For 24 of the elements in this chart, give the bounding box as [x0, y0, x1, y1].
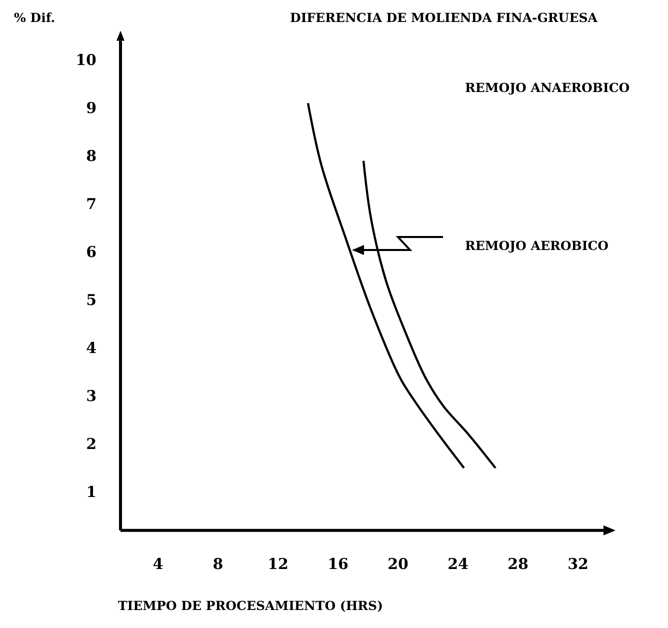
- annotation: REMOJO ANAEROBICO: [465, 80, 630, 95]
- x-tick-label: 16: [328, 555, 348, 574]
- y-tick-label: 3: [86, 386, 96, 405]
- x-tick-label: 28: [508, 555, 528, 574]
- line-series: [306, 102, 466, 470]
- x-tick-label: 4: [152, 555, 164, 574]
- y-tick-label: 7: [86, 194, 96, 213]
- x-tick-label: 12: [268, 555, 288, 574]
- y-tick-label: 2: [86, 434, 96, 453]
- y-tick-label: 1: [86, 482, 96, 501]
- y-tick-label: 6: [86, 242, 96, 261]
- y-tick-label: 4: [86, 338, 96, 357]
- y-axis-title: % Dif.: [14, 10, 56, 25]
- x-axis-title: TIEMPO DE PROCESAMIENTO (HRS): [118, 598, 383, 613]
- y-tick-label: 9: [86, 98, 96, 117]
- y-tick-label: 5: [86, 290, 96, 309]
- x-tick-label: 24: [448, 555, 468, 574]
- annotation: REMOJO AEROBICO: [465, 238, 609, 253]
- x-tick-label: 8: [212, 555, 224, 574]
- y-tick-label: 8: [86, 146, 96, 165]
- chart-title: DIFERENCIA DE MOLIENDA FINA-GRUESA: [290, 10, 598, 25]
- y-tick-label: 10: [76, 50, 96, 69]
- x-tick-label: 20: [388, 555, 408, 574]
- x-tick-label: 32: [568, 555, 588, 574]
